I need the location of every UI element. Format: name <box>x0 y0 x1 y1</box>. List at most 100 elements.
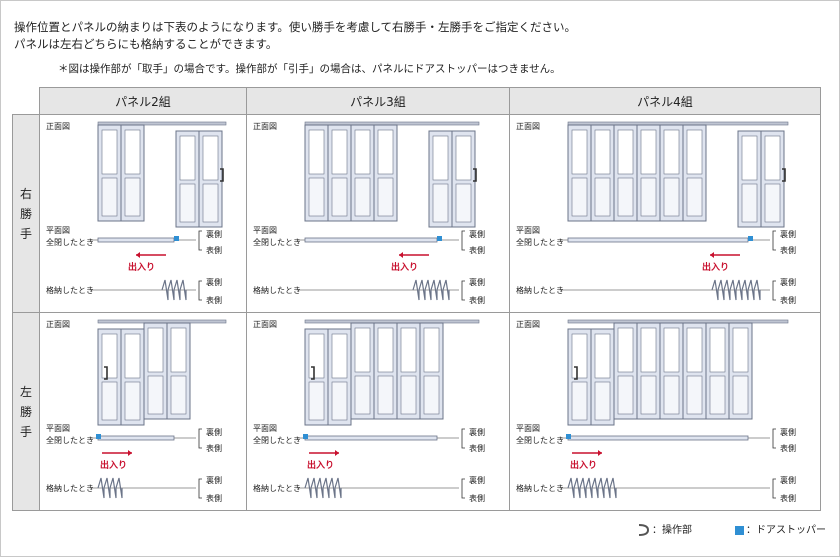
closed-label: 全閉したとき <box>516 436 564 445</box>
front-view-label: 正面図 <box>46 320 70 329</box>
panel-glass <box>640 327 657 373</box>
panel-glass <box>571 333 588 379</box>
panel-lower <box>432 183 449 223</box>
side-bracket <box>198 478 202 499</box>
back-side-label: 裏側 <box>206 428 222 437</box>
panel-glass <box>594 129 611 175</box>
cell-drawing <box>560 319 789 499</box>
back-side-label: 裏側 <box>469 278 485 287</box>
panel-glass <box>170 327 187 373</box>
back-side-label: 裏側 <box>780 476 796 485</box>
panel-glass <box>400 327 417 373</box>
door-stopper <box>437 236 442 241</box>
cell-left-4: 正面図 平面図 全閉したとき 格納したとき 裏側 表側 裏側 表側 出入り <box>510 313 820 510</box>
side-bracket <box>461 478 465 499</box>
panel-lower <box>331 381 348 421</box>
cell-right-3: 正面図 平面図 全閉したとき 格納したとき 裏側 表側 裏側 表側 出入り <box>247 115 509 312</box>
door-stopper <box>174 236 179 241</box>
in-out-label: 出入り <box>100 461 128 471</box>
handle-mark <box>220 168 224 182</box>
arrow-head <box>136 252 140 258</box>
panel-lower <box>455 183 472 223</box>
back-side-label: 裏側 <box>469 428 485 437</box>
folded-panels <box>711 279 761 301</box>
side-bracket <box>772 280 776 301</box>
intro-line-1: 操作位置とパネルの納まりは下表のようになります。使い勝手を考慮して右勝手・左勝手… <box>14 20 576 34</box>
panel-glass <box>663 327 680 373</box>
closed-panels <box>97 237 175 243</box>
stored-label: 格納したとき <box>46 286 94 295</box>
closed-panels <box>304 237 438 243</box>
panel-lower <box>764 183 781 223</box>
panel-lower <box>663 375 680 415</box>
cell-drawing <box>297 121 480 301</box>
panel-glass <box>709 327 726 373</box>
panel-glass <box>432 135 449 181</box>
door-stopper <box>303 434 308 439</box>
handle-mark <box>311 366 315 380</box>
front-view-label: 正面図 <box>516 320 540 329</box>
handle-icon <box>638 524 650 536</box>
panel-lower <box>170 375 187 415</box>
panel-lower <box>686 375 703 415</box>
panel-lower <box>617 375 634 415</box>
side-bracket <box>772 478 776 499</box>
folded-panels <box>304 477 342 499</box>
panel-lower <box>617 177 634 217</box>
panel-glass <box>308 333 325 379</box>
panel-glass <box>354 129 371 175</box>
folded-panels <box>97 477 123 499</box>
stored-label: 格納したとき <box>253 286 301 295</box>
handle-mark <box>782 168 786 182</box>
in-out-label: 出入り <box>307 461 335 471</box>
panel-glass <box>331 129 348 175</box>
panel-glass <box>764 135 781 181</box>
panel-lower <box>377 375 394 415</box>
panel-lower <box>202 183 219 223</box>
back-side-label: 裏側 <box>469 476 485 485</box>
plan-view-label: 平面図 <box>516 226 540 235</box>
back-side-label: 裏側 <box>780 230 796 239</box>
back-side-label: 裏側 <box>206 278 222 287</box>
back-side-label: 裏側 <box>206 476 222 485</box>
legend-stopper-label: ：ドアストッパー <box>746 525 826 536</box>
front-side-label: 表側 <box>206 444 222 453</box>
panel-glass <box>741 135 758 181</box>
plan-view-label: 平面図 <box>253 226 277 235</box>
closed-label: 全閉したとき <box>46 238 94 247</box>
arrow-head <box>399 252 403 258</box>
panel-lower <box>147 375 164 415</box>
in-out-label: 出入り <box>570 461 598 471</box>
folded-panels <box>412 279 450 301</box>
closed-label: 全閉したとき <box>516 238 564 247</box>
front-side-label: 表側 <box>780 246 796 255</box>
folded-panels <box>567 477 617 499</box>
panel-glass <box>640 129 657 175</box>
configuration-table: パネル2組 パネル3組 パネル4組 右勝手 正面図 平面図 全閉したとき 格納したとき… <box>12 87 821 511</box>
closed-panels <box>567 237 749 243</box>
panel-glass <box>455 135 472 181</box>
handle-mark <box>104 366 108 380</box>
legend-stopper: ：ドアストッパー <box>735 521 826 536</box>
panel-glass <box>423 327 440 373</box>
upper-rail <box>97 121 227 126</box>
plan-view-label: 平面図 <box>46 424 70 433</box>
front-side-label: 表側 <box>206 246 222 255</box>
in-out-label: 出入り <box>391 263 419 273</box>
front-side-label: 表側 <box>469 444 485 453</box>
panel-lower <box>423 375 440 415</box>
side-bracket <box>461 280 465 301</box>
cell-right-4: 正面図 平面図 全閉したとき 格納したとき 裏側 表側 裏側 表側 出入り <box>510 115 820 312</box>
panel-lower <box>400 375 417 415</box>
panel-lower <box>732 375 749 415</box>
panel-lower <box>686 177 703 217</box>
panel-lower <box>101 177 118 217</box>
closed-label: 全閉したとき <box>46 436 94 445</box>
in-out-label: 出入り <box>128 263 156 273</box>
stored-label: 格納したとき <box>46 484 94 493</box>
panel-glass <box>331 333 348 379</box>
stored-label: 格納したとき <box>516 484 564 493</box>
panel-lower <box>741 183 758 223</box>
closed-label: 全閉したとき <box>253 436 301 445</box>
closed-panels <box>97 435 175 441</box>
